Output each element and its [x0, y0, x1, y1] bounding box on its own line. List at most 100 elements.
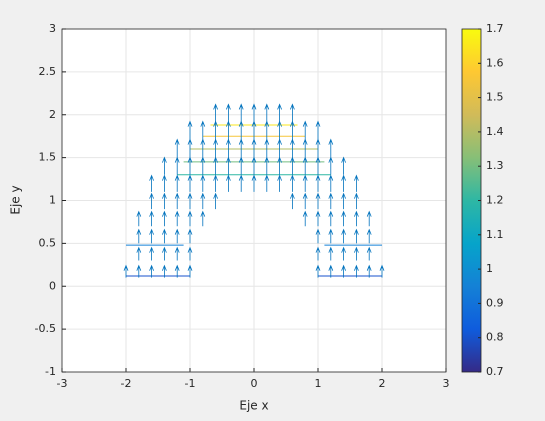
- colorbar-tick-label: 1.3: [486, 159, 504, 172]
- y-tick-label: -0.5: [35, 322, 56, 335]
- arrow: [213, 103, 218, 124]
- arrow: [149, 264, 154, 278]
- colorbar-tick-label: 1.1: [486, 228, 504, 241]
- arrow: [149, 210, 154, 227]
- axes-box: [61, 28, 447, 373]
- arrow: [277, 174, 282, 192]
- arrow: [213, 174, 218, 192]
- arrow: [226, 174, 231, 192]
- arrow: [174, 174, 180, 192]
- arrow: [366, 246, 372, 261]
- arrow: [187, 264, 193, 278]
- arrow: [379, 264, 385, 278]
- arrow: [328, 174, 334, 192]
- arrow: [174, 228, 180, 244]
- arrow: [315, 174, 321, 192]
- y-axis-label: Eje y: [9, 185, 23, 214]
- colorbar-tick-label: 1.2: [486, 194, 504, 207]
- arrow: [162, 156, 167, 175]
- x-tick-label: 0: [251, 377, 258, 390]
- arrow: [328, 192, 334, 210]
- arrow: [238, 174, 244, 192]
- arrow: [187, 246, 193, 261]
- arrow: [341, 192, 346, 210]
- arrow: [213, 192, 218, 210]
- arrow: [187, 228, 193, 244]
- arrow: [341, 210, 346, 227]
- arrow: [162, 264, 167, 278]
- arrow: [366, 264, 372, 278]
- x-tick-label: 1: [315, 377, 322, 390]
- arrow: [187, 210, 193, 227]
- arrow: [302, 174, 308, 192]
- arrow: [290, 174, 295, 192]
- arrow: [315, 120, 321, 141]
- arrow: [341, 228, 346, 244]
- colorbar-tick-label: 1.4: [486, 125, 504, 138]
- y-tick-label: 0.5: [39, 236, 57, 249]
- colorbar-tick-label: 0.8: [486, 331, 504, 344]
- x-tick-label: -2: [121, 377, 132, 390]
- arrow: [187, 120, 193, 141]
- x-tick-label: 2: [379, 377, 386, 390]
- arrow: [200, 174, 206, 192]
- y-tick-label: 0: [49, 279, 56, 292]
- colorbar-tick-label: 1.6: [486, 56, 504, 69]
- arrow: [315, 192, 321, 210]
- x-tick-label: -1: [185, 377, 196, 390]
- arrow: [200, 120, 206, 141]
- arrow: [238, 103, 244, 124]
- arrow: [187, 192, 193, 210]
- arrow: [290, 192, 295, 210]
- arrow: [226, 103, 231, 124]
- arrow: [200, 210, 206, 227]
- arrow: [354, 174, 359, 192]
- arrow: [354, 192, 359, 210]
- arrow: [354, 210, 359, 227]
- arrow: [123, 264, 129, 278]
- arrow: [366, 228, 372, 244]
- arrow: [354, 228, 359, 244]
- arrow: [174, 192, 180, 210]
- colorbar-tick-label: 1: [486, 262, 493, 275]
- arrow: [200, 192, 206, 210]
- arrow: [302, 210, 308, 227]
- arrow: [341, 156, 346, 175]
- arrow: [328, 264, 334, 278]
- colorbar-tick-label: 0.9: [486, 296, 504, 309]
- arrow: [290, 103, 295, 124]
- arrow: [149, 228, 154, 244]
- colorbar-tick-label: 1.5: [486, 91, 504, 104]
- arrow: [341, 174, 346, 192]
- y-tick-label: 2: [49, 108, 56, 121]
- arrow: [302, 120, 308, 141]
- arrow: [251, 103, 257, 124]
- arrow: [149, 246, 154, 261]
- arrow: [277, 103, 282, 124]
- y-tick-label: 1.5: [39, 151, 57, 164]
- arrow: [315, 264, 321, 278]
- arrow: [315, 210, 321, 227]
- arrow: [328, 210, 334, 227]
- colorbar-tick-label: 0.7: [486, 365, 504, 378]
- y-tick-label: 1: [49, 194, 56, 207]
- arrow: [354, 246, 359, 261]
- arrow: [149, 174, 154, 192]
- arrow: [328, 246, 334, 261]
- arrow: [149, 192, 154, 210]
- arrow: [162, 210, 167, 227]
- arrow: [341, 246, 346, 261]
- arrow: [251, 174, 257, 192]
- arrow: [187, 174, 193, 192]
- arrow: [264, 174, 270, 192]
- x-tick-label: 3: [443, 377, 450, 390]
- arrow: [162, 192, 167, 210]
- arrow: [136, 228, 142, 244]
- arrow: [136, 246, 142, 261]
- arrow: [136, 264, 142, 278]
- y-tick-label: 2.5: [39, 65, 57, 78]
- arrow: [162, 246, 167, 261]
- arrow: [366, 210, 372, 227]
- arrow: [328, 138, 334, 158]
